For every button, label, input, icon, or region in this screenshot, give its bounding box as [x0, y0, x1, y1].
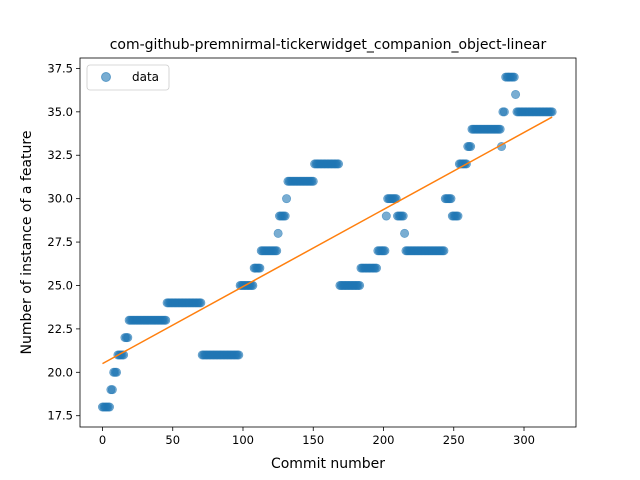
x-axis-label: Commit number [271, 456, 385, 472]
y-tick-label: 35.0 [47, 105, 73, 119]
x-tick-label: 300 [513, 433, 535, 447]
x-tick-label: 50 [165, 433, 180, 447]
y-tick-label: 22.5 [47, 322, 73, 336]
data-point [272, 246, 282, 256]
y-tick-label: 30.0 [47, 192, 73, 206]
data-point [255, 263, 265, 273]
legend-label-data: data [132, 70, 159, 84]
data-point [547, 107, 557, 117]
data-series [97, 72, 557, 412]
data-point [398, 211, 408, 221]
data-point [495, 124, 505, 134]
legend: data [86, 64, 170, 91]
data-point [123, 333, 133, 343]
data-point [234, 350, 244, 360]
y-tick-label: 37.5 [47, 61, 73, 75]
fit-line [102, 116, 553, 365]
data-point [107, 385, 117, 395]
data-point [439, 246, 449, 256]
x-tick-label: 200 [373, 433, 395, 447]
data-point [453, 211, 463, 221]
data-point [112, 367, 122, 377]
x-tick-label: 0 [99, 433, 106, 447]
data-point [273, 228, 283, 238]
data-point [280, 211, 290, 221]
data-point [511, 89, 521, 99]
chart-title: com-github-premnirmal-tickerwidget_compa… [110, 37, 547, 53]
x-tick-label: 150 [302, 433, 324, 447]
plot-area [97, 72, 557, 412]
data-point [355, 280, 365, 290]
data-point [371, 263, 381, 273]
data-point [334, 159, 344, 169]
data-point [400, 228, 410, 238]
data-point [499, 107, 509, 117]
x-axis: 0 50 100 150 200 250 300 [99, 427, 535, 447]
data-point [105, 402, 115, 412]
y-tick-label: 27.5 [47, 235, 73, 249]
plot-frame [79, 57, 577, 428]
data-point [466, 142, 476, 152]
data-point [509, 72, 519, 82]
y-tick-label: 25.0 [47, 278, 73, 292]
y-tick-label: 17.5 [47, 409, 73, 423]
x-tick-label: 250 [443, 433, 465, 447]
data-point [380, 246, 390, 256]
y-tick-label: 20.0 [47, 365, 73, 379]
data-point [161, 315, 171, 325]
y-axis: 17.5 20.0 22.5 25.0 27.5 30.0 32.5 35.0 37.5 [47, 61, 80, 423]
data-point [282, 194, 292, 204]
y-axis-label: Number of instance of a feature [19, 131, 35, 355]
y-tick-label: 32.5 [47, 148, 73, 162]
legend-box [86, 64, 170, 91]
data-point [308, 176, 318, 186]
legend-marker-data [101, 72, 111, 82]
data-point [196, 298, 206, 308]
x-tick-label: 100 [232, 433, 254, 447]
data-point [446, 194, 456, 204]
data-point [381, 211, 391, 221]
